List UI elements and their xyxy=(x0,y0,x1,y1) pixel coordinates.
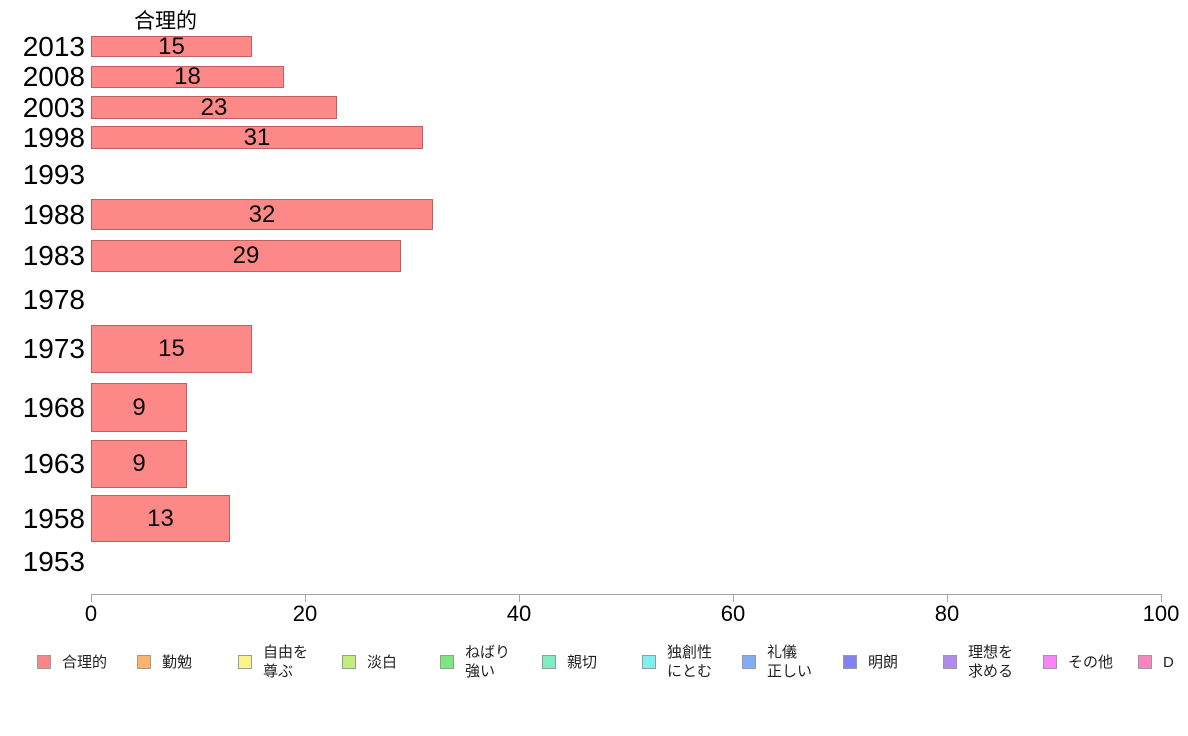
x-axis-tick-label: 80 xyxy=(934,601,960,626)
legend-item[interactable]: ねばり 強い xyxy=(440,642,510,682)
y-axis-label: 1993 xyxy=(22,159,85,190)
legend-item[interactable]: その他 xyxy=(1043,642,1113,682)
legend-swatch xyxy=(843,655,857,669)
y-axis-label: 1968 xyxy=(22,391,85,423)
bar[interactable]: 18 xyxy=(91,63,284,90)
y-axis-label: 1958 xyxy=(22,502,85,534)
bar-value-label: 9 xyxy=(132,393,146,421)
bar[interactable]: 15 xyxy=(91,32,252,60)
legend-label: 理想を 求める xyxy=(968,644,1014,680)
bar[interactable]: 13 xyxy=(91,495,230,542)
bar-value-label: 32 xyxy=(248,200,276,228)
y-axis-label: 2003 xyxy=(22,91,85,123)
bar-value-label: 15 xyxy=(158,32,185,60)
bar[interactable]: 9 xyxy=(91,383,187,432)
y-axis-label: 1983 xyxy=(22,240,85,271)
bar-value-label: 13 xyxy=(147,504,174,532)
legend-item[interactable]: 淡白 xyxy=(342,642,397,682)
chart-title: 合理的 xyxy=(134,10,197,33)
legend-label: D xyxy=(1163,653,1174,671)
y-axis-label: 1988 xyxy=(22,198,85,230)
legend-item[interactable]: 礼儀 正しい xyxy=(742,642,812,682)
y-axis-label: 1998 xyxy=(22,121,85,153)
y-axis-label: 1978 xyxy=(22,284,85,315)
bar-value-label: 15 xyxy=(158,335,185,362)
bar-value-label: 23 xyxy=(200,93,228,121)
legend-item[interactable]: 親切 xyxy=(542,642,597,682)
legend-label: 礼儀 正しい xyxy=(767,644,813,680)
legend-swatch xyxy=(1138,655,1152,669)
legend-swatch xyxy=(342,655,356,669)
x-axis-tick-label: 60 xyxy=(720,601,746,626)
bar[interactable]: 31 xyxy=(91,123,423,151)
bar-value-label: 18 xyxy=(174,63,201,90)
legend-swatch xyxy=(238,655,252,669)
legend-swatch xyxy=(37,655,51,669)
x-axis-tick-label: 20 xyxy=(292,601,318,626)
legend-item[interactable]: 理想を 求める xyxy=(943,642,1013,682)
y-axis-label: 2008 xyxy=(22,61,85,92)
legend-item[interactable]: 明朗 xyxy=(843,642,898,682)
x-axis-tick-label: 0 xyxy=(84,601,98,626)
legend-label: 淡白 xyxy=(367,653,398,671)
legend-swatch xyxy=(137,655,151,669)
legend-item[interactable]: D xyxy=(1138,642,1174,682)
x-axis-tick xyxy=(91,594,92,602)
x-axis-tick xyxy=(947,594,948,602)
bar[interactable]: 29 xyxy=(91,240,401,272)
y-axis-label: 1973 xyxy=(22,333,85,364)
bar[interactable]: 9 xyxy=(91,440,187,488)
legend-label: 独創性 にとむ xyxy=(667,644,713,680)
x-axis-tick xyxy=(519,594,520,602)
x-axis-line xyxy=(91,594,1161,595)
legend-swatch xyxy=(542,655,556,669)
y-axis-label: 1953 xyxy=(22,546,85,577)
x-axis-tick xyxy=(305,594,306,602)
bar[interactable]: 32 xyxy=(91,199,433,230)
legend-label: 親切 xyxy=(567,653,598,671)
legend-label: 自由を 尊ぶ xyxy=(263,644,309,680)
x-axis-tick xyxy=(1161,594,1162,602)
legend-item[interactable]: 勤勉 xyxy=(137,642,192,682)
legend-label: ねばり 強い xyxy=(465,644,511,680)
x-axis-tick-label: 40 xyxy=(506,601,532,626)
legend-label: 勤勉 xyxy=(162,653,193,671)
bar[interactable]: 23 xyxy=(91,93,337,121)
bar-value-label: 29 xyxy=(232,242,260,269)
legend-swatch xyxy=(440,655,454,669)
legend-label: 合理的 xyxy=(62,653,108,671)
legend-label: 明朗 xyxy=(868,653,899,671)
legend-item[interactable]: 自由を 尊ぶ xyxy=(238,642,308,682)
legend-item[interactable]: 合理的 xyxy=(37,642,107,682)
bar-value-label: 31 xyxy=(243,123,271,151)
x-axis-tick xyxy=(733,594,734,602)
legend-swatch xyxy=(943,655,957,669)
legend-swatch xyxy=(642,655,656,669)
y-axis-label: 2013 xyxy=(22,30,85,62)
legend-item[interactable]: 独創性 にとむ xyxy=(642,642,712,682)
bar[interactable]: 15 xyxy=(91,325,252,373)
legend-label: その他 xyxy=(1068,653,1114,671)
x-axis-tick-label: 100 xyxy=(1142,601,1180,626)
bar-value-label: 9 xyxy=(132,450,146,477)
legend-swatch xyxy=(742,655,756,669)
legend-swatch xyxy=(1043,655,1057,669)
y-axis-label: 1963 xyxy=(22,448,85,479)
